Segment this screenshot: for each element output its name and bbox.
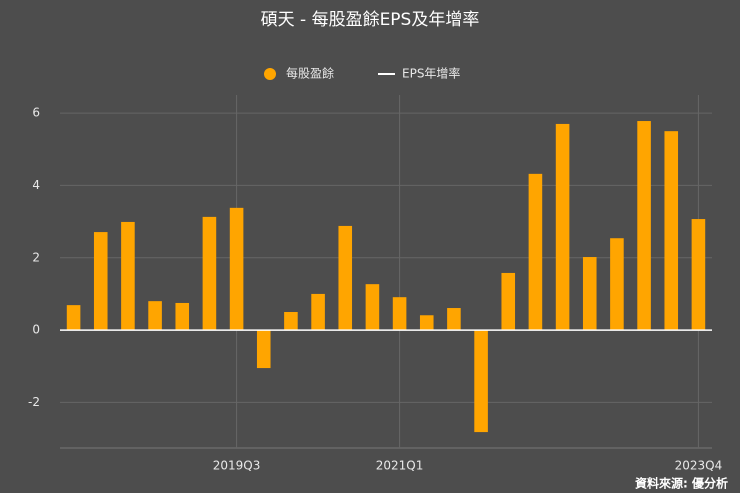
bar xyxy=(501,272,516,331)
legend-marker xyxy=(264,68,276,80)
bar xyxy=(365,284,380,331)
bar xyxy=(447,308,461,331)
bar xyxy=(637,121,651,331)
bar xyxy=(474,330,488,433)
legend-label: 每股盈餘 xyxy=(286,66,334,81)
x-tick-label: 2023Q4 xyxy=(675,459,723,473)
bar xyxy=(311,293,325,331)
x-tick-label: 2019Q3 xyxy=(213,459,261,473)
bar xyxy=(691,219,706,331)
bar xyxy=(528,173,543,331)
bar xyxy=(202,216,217,331)
bar xyxy=(66,305,81,331)
source: 資料來源: 優分析 xyxy=(635,476,728,491)
bar xyxy=(93,232,108,331)
bar xyxy=(582,257,597,331)
y-tick-label: 6 xyxy=(32,106,40,120)
y-tick-label: 4 xyxy=(32,178,40,192)
bar xyxy=(555,123,570,331)
bar xyxy=(610,238,624,331)
y-tick-label: -2 xyxy=(28,395,40,409)
chart-title: 碩天 - 每股盈餘EPS及年增率 xyxy=(261,10,480,30)
bar xyxy=(121,221,135,331)
legend-label: EPS年增率 xyxy=(402,66,460,81)
y-tick-label: 2 xyxy=(32,250,40,264)
bar xyxy=(419,315,434,331)
bar xyxy=(338,225,353,331)
bar xyxy=(284,312,298,331)
bar xyxy=(148,301,162,331)
bar xyxy=(229,207,244,331)
bar xyxy=(664,131,679,331)
bar xyxy=(256,330,271,369)
y-tick-label: 0 xyxy=(32,323,40,337)
bar xyxy=(392,297,407,331)
bar xyxy=(175,302,190,331)
x-tick-label: 2021Q1 xyxy=(376,459,424,473)
